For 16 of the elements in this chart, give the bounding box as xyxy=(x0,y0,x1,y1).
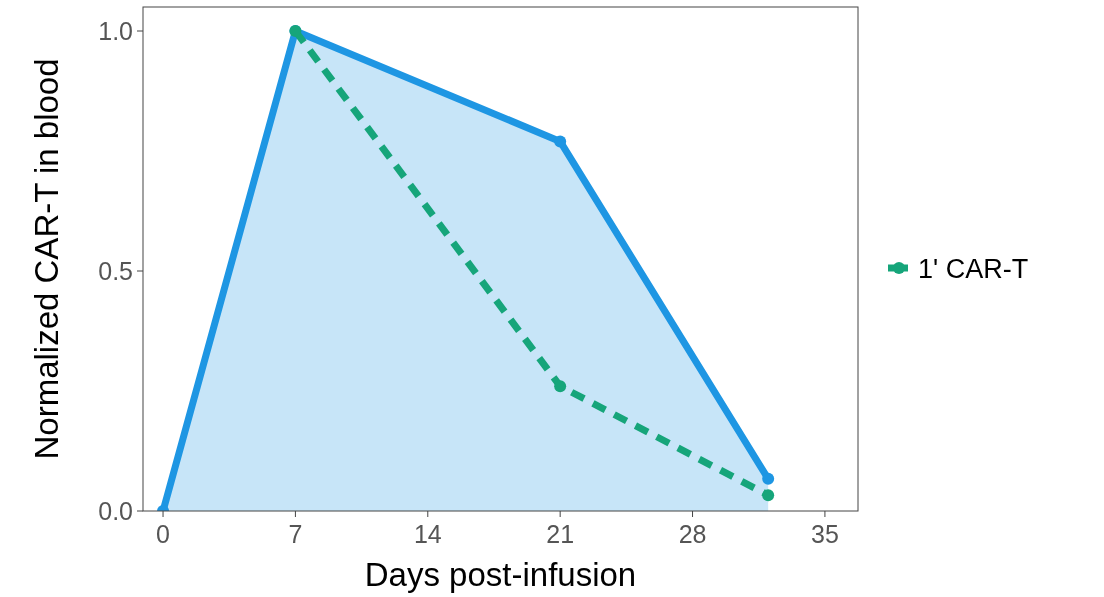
point xyxy=(554,380,567,393)
point xyxy=(762,472,775,485)
y-tick-label: 1.0 xyxy=(98,17,133,45)
x-tick-label: 7 xyxy=(288,520,303,548)
y-tick-label: 0.5 xyxy=(98,257,133,285)
x-tick-label: 21 xyxy=(546,520,575,548)
x-tick-label: 28 xyxy=(678,520,707,548)
point xyxy=(762,489,775,502)
x-tick-label: 35 xyxy=(811,520,839,548)
point xyxy=(554,135,567,148)
x-tick-label: 0 xyxy=(156,520,170,548)
legend-label: 1' CAR-T xyxy=(918,254,1029,284)
x-tick-label: 14 xyxy=(413,520,442,548)
y-tick-label: 0.0 xyxy=(98,497,133,525)
y-axis-title: Normalized CAR-T in blood xyxy=(28,58,65,460)
x-axis-title: Days post-infusion xyxy=(364,556,637,593)
